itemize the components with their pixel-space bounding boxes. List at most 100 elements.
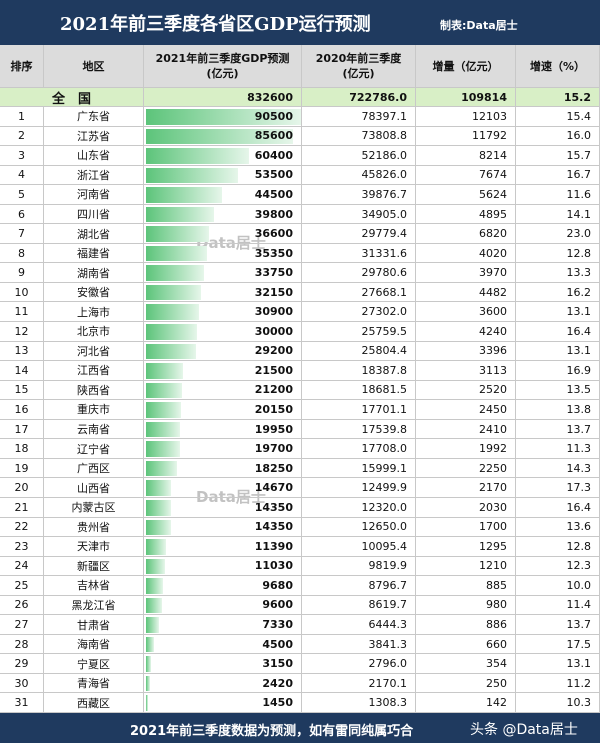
table-cell: 73808.8 [302, 126, 416, 147]
table-cell: 14.1 [516, 204, 600, 225]
data-bar [146, 656, 152, 672]
table-cell: 20150 [144, 400, 302, 420]
table-cell: 39876.7 [302, 185, 416, 205]
cell-text: 17.5 [566, 637, 592, 651]
cell-text: 90500 [254, 109, 293, 123]
cell-text: 3150 [262, 657, 293, 671]
cell-text: 宁夏区 [77, 657, 110, 671]
cell-text: 15 [14, 383, 29, 397]
cell-text: 13.7 [566, 618, 592, 632]
table-cell: 16.9 [516, 361, 600, 381]
table-cell: 980 [416, 595, 516, 616]
table-cell: 14670 [144, 478, 302, 498]
cell-text: 980 [486, 598, 507, 612]
table-cell: 内蒙古区 [44, 497, 144, 518]
table-cell: 13.1 [516, 302, 600, 323]
table-cell: 7674 [416, 165, 516, 186]
cell-text: 25759.5 [361, 324, 408, 338]
cell-text: 12499.9 [361, 481, 408, 495]
cell-text: 32150 [254, 285, 293, 299]
cell-text: 10.3 [566, 696, 592, 710]
cell-text: 13.7 [566, 422, 592, 436]
table-cell: 16.2 [516, 282, 600, 303]
table-cell: 1210 [416, 556, 516, 577]
table-cell: 13.7 [516, 419, 600, 440]
cell-text: 31 [14, 696, 29, 710]
table-cell: 12320.0 [302, 497, 416, 518]
cell-text: 11390 [254, 539, 293, 553]
cell-text: 15.4 [566, 109, 592, 123]
credit: 制表:Data居士 [440, 19, 518, 32]
cell-text: 17 [14, 422, 29, 436]
cell-text: 27668.1 [361, 285, 408, 299]
table-cell: 贵州省 [44, 517, 144, 538]
table-cell: 青海省 [44, 673, 144, 694]
data-bar [146, 695, 149, 711]
table-cell: 27 [0, 615, 44, 635]
table-cell: 广西区 [44, 458, 144, 479]
cell-text: 20 [14, 481, 29, 495]
cell-text: 内蒙古区 [71, 501, 116, 515]
cell-text: 天津市 [77, 540, 110, 554]
table-cell: 甘肃省 [44, 615, 144, 635]
cell-text: 13.3 [566, 266, 592, 280]
cell-text: 250 [486, 676, 507, 690]
cell-text: 7330 [262, 618, 293, 632]
cell-text: 73808.8 [361, 129, 408, 143]
cell-text: 辽宁省 [77, 442, 110, 456]
cell-text: 13.1 [566, 344, 592, 358]
cell-text: 4482 [479, 285, 507, 299]
cell-text: 2420 [262, 676, 293, 690]
table-cell: 重庆市 [44, 400, 144, 420]
table-cell: 13.5 [516, 380, 600, 401]
cell-text: 福建省 [77, 247, 110, 261]
table-cell: 23 [0, 537, 44, 557]
table-cell: 15.7 [516, 146, 600, 166]
cell-text: 15.7 [566, 148, 592, 162]
cell-text: 12.8 [566, 539, 592, 553]
cell-text: 广西区 [77, 462, 110, 476]
table-cell: 山西省 [44, 478, 144, 498]
cell-text: 12.8 [566, 246, 592, 260]
cell-text: 山东省 [77, 149, 110, 163]
cell-text: 河北省 [77, 344, 110, 358]
table-cell: 27302.0 [302, 302, 416, 323]
table-cell: 17701.1 [302, 400, 416, 420]
cell-text: 3970 [479, 266, 507, 280]
cell-text: 11792 [472, 129, 507, 143]
table-cell: 30900 [144, 302, 302, 323]
cell-text: 722786.0 [349, 90, 407, 104]
table-cell: 25804.4 [302, 341, 416, 362]
table-cell: 2450 [416, 400, 516, 420]
table-cell: 1 [0, 107, 44, 127]
header-text: 地区 [82, 59, 105, 73]
table-cell: 河南省 [44, 185, 144, 205]
data-bar [146, 499, 171, 516]
table-cell: 4020 [416, 243, 516, 264]
table-cell: 18 [0, 439, 44, 459]
cell-text: 17539.8 [361, 422, 408, 436]
cell-text: 45826.0 [361, 168, 408, 182]
table-cell: 39800 [144, 204, 302, 225]
table-cell: 10 [0, 282, 44, 303]
table-cell: 14350 [144, 497, 302, 518]
cell-text: 4 [18, 168, 25, 182]
data-bar [146, 382, 183, 399]
data-bar [146, 558, 165, 575]
table-cell: 9600 [144, 595, 302, 616]
table-cell: 湖北省 [44, 224, 144, 244]
table-cell: 河北省 [44, 341, 144, 362]
data-bar [146, 206, 215, 223]
header-text: 2020年前三季度 [315, 52, 402, 65]
cell-text: 9819.9 [368, 559, 408, 573]
table-cell: 28 [0, 634, 44, 655]
cell-text: 660 [486, 637, 507, 651]
cell-text: 17701.1 [361, 402, 408, 416]
cell-text: 16.4 [566, 500, 592, 514]
table-cell: 16.4 [516, 497, 600, 518]
cell-text: 109814 [461, 90, 507, 104]
table-cell: 2520 [416, 380, 516, 401]
table-cell: 1308.3 [302, 693, 416, 713]
table-cell: 1450 [144, 693, 302, 713]
